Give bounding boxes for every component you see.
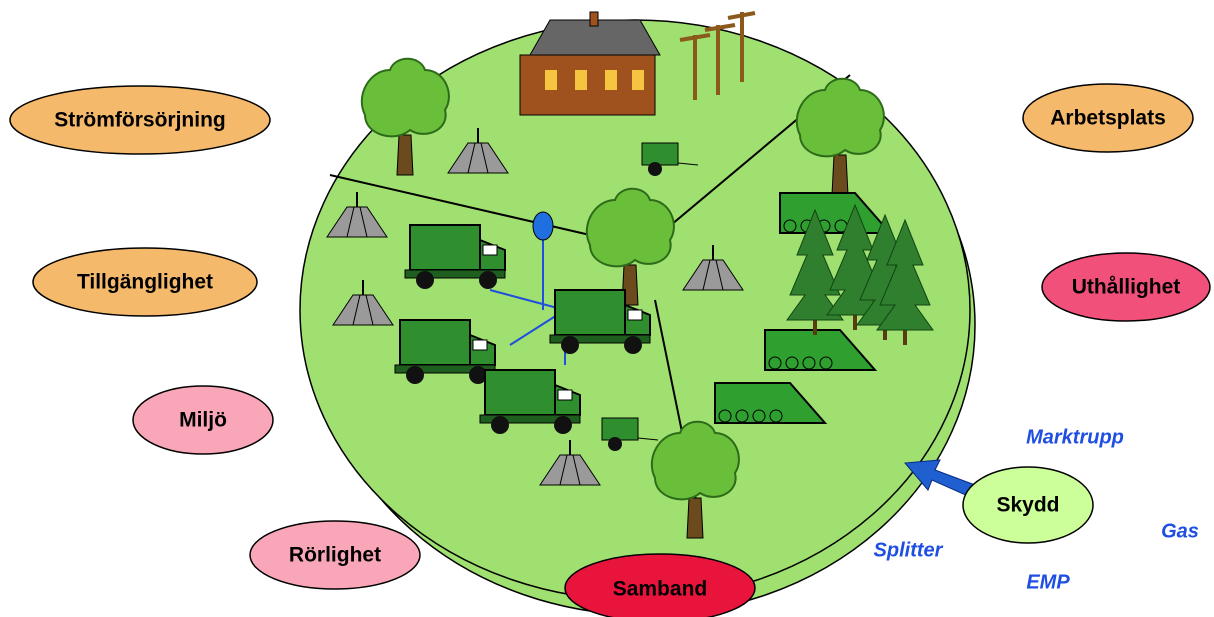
- threat: Splitter: [874, 539, 944, 561]
- factor-label: Arbetsplats: [1050, 107, 1166, 130]
- house: [520, 12, 660, 115]
- protection-label: Skydd: [996, 494, 1059, 517]
- factor-label: Rörlighet: [289, 544, 381, 567]
- factor: Tillgänglighet: [33, 248, 257, 316]
- factor-label: Samband: [613, 578, 708, 601]
- factor-label: Tillgänglighet: [77, 271, 213, 294]
- factor: Samband: [565, 554, 755, 617]
- factor-label: Miljö: [179, 409, 227, 432]
- threat: Gas: [1161, 520, 1199, 542]
- factor: Strömförsörjning: [10, 86, 270, 154]
- threat: EMP: [1026, 571, 1070, 593]
- antenna-node: [533, 212, 553, 240]
- factor: Miljö: [133, 386, 273, 454]
- factor: Uthållighet: [1042, 253, 1210, 321]
- diagram: Strömförsörjning Tillgänglighet Miljö Rö…: [0, 0, 1214, 617]
- protection: Skydd: [963, 467, 1093, 543]
- factor: Arbetsplats: [1023, 84, 1193, 152]
- factor: Rörlighet: [250, 521, 420, 589]
- factor-label: Uthållighet: [1072, 276, 1181, 299]
- threat: Marktrupp: [1026, 426, 1124, 448]
- factor-label: Strömförsörjning: [54, 109, 226, 132]
